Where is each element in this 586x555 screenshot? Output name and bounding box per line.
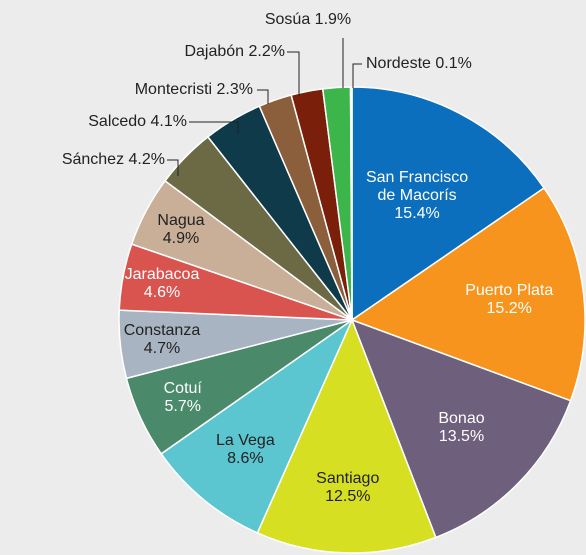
- leader-line: [167, 159, 179, 176]
- slice-value: 5.7%: [164, 398, 201, 416]
- slice-label: Constanza 4.7%: [92, 322, 232, 358]
- slice-name: Nagua: [157, 211, 205, 229]
- slice-name: Salcedo: [88, 113, 146, 130]
- leader-line: [287, 51, 300, 96]
- slice-label: Dajabón 2.2%: [184, 43, 285, 60]
- slice-value: 2.3%: [217, 81, 253, 98]
- slice-value: 4.1%: [151, 113, 187, 130]
- slice-label: Santiago 12.5%: [278, 470, 418, 506]
- slice-name: Sánchez: [62, 151, 124, 168]
- slice-label: Nordeste 0.1%: [366, 55, 472, 72]
- slice-label: Montecristi 2.3%: [135, 81, 253, 98]
- slice-label: Jarabacoa 4.6%: [92, 266, 232, 302]
- slice-value: 13.5%: [438, 427, 485, 445]
- slice-value: 4.2%: [129, 151, 165, 168]
- slice-value: 0.1%: [435, 55, 471, 72]
- slice-value: 4.6%: [143, 284, 181, 302]
- slice-value: 8.6%: [227, 449, 264, 467]
- leader-line: [257, 89, 269, 104]
- slice-name: San Francisco de Macorís: [365, 169, 469, 205]
- slice-value: 4.9%: [162, 229, 200, 247]
- slice-label: Bonao 13.5%: [392, 410, 532, 446]
- slice-name: Puerto Plata: [465, 282, 554, 300]
- slice-value: 1.9%: [315, 11, 351, 28]
- slice-value: 15.2%: [486, 300, 532, 318]
- pie-slice: [349, 86, 353, 321]
- slice-name: Bonao: [438, 409, 485, 427]
- slice-label: Puerto Plata 15.2%: [439, 282, 579, 318]
- slice-value: 4.7%: [143, 340, 181, 358]
- pie-slice: [256, 318, 437, 554]
- slice-name: Cotuí: [163, 380, 202, 398]
- pie-slice: [351, 86, 546, 322]
- leader-line: [189, 121, 239, 134]
- slice-value: 12.5%: [325, 487, 371, 505]
- slice-label: Cotuí 5.7%: [113, 380, 253, 416]
- pie-slice: [350, 318, 572, 539]
- slice-label: San Francisco de Macorís 15.4%: [347, 169, 487, 223]
- leader-line: [352, 63, 362, 88]
- slice-name: Santiago: [316, 469, 380, 487]
- slice-value: 2.2%: [249, 43, 285, 60]
- slice-label: Nagua 4.9%: [111, 212, 251, 248]
- slice-name: Constanza: [123, 322, 201, 340]
- slice-name: Nordeste: [366, 55, 431, 72]
- slice-name: Jarabacoa: [124, 266, 200, 284]
- slice-label: Sánchez 4.2%: [62, 151, 165, 168]
- slice-value: 15.4%: [394, 205, 440, 223]
- pie-slice: [350, 186, 586, 402]
- slice-name: Montecristi: [135, 81, 212, 98]
- slice-label: Salcedo 4.1%: [88, 113, 187, 130]
- slice-label: La Vega 8.6%: [175, 432, 315, 468]
- slice-name: Sosúa: [265, 11, 310, 28]
- slice-label: Sosúa 1.9%: [265, 11, 351, 28]
- slice-name: La Vega: [216, 431, 275, 449]
- slice-name: Dajabón: [184, 43, 244, 60]
- pie-slice: [160, 317, 354, 534]
